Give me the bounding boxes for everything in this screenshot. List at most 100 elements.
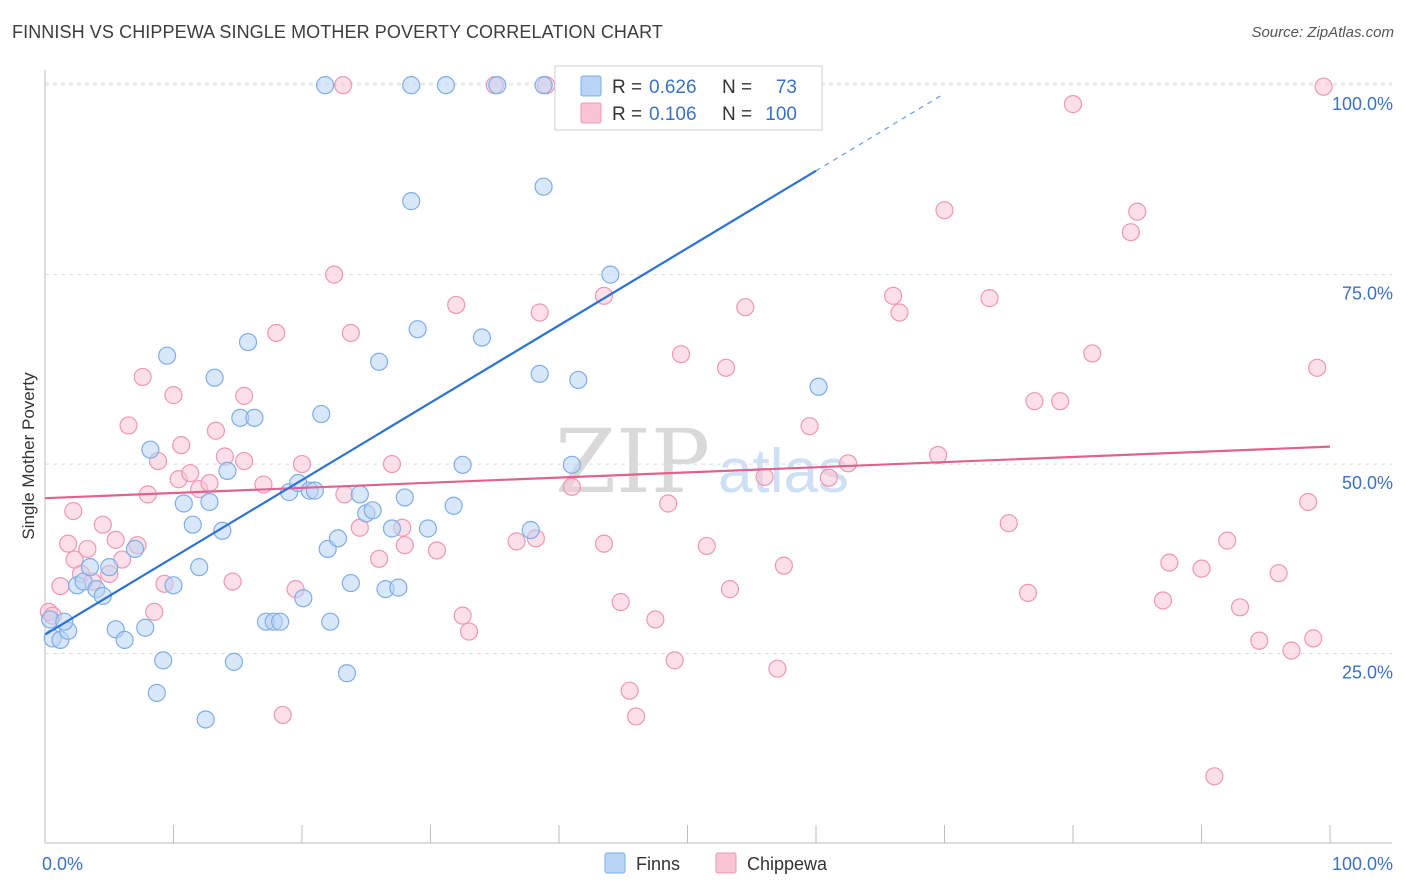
- finns-point: [395, 488, 414, 507]
- finns-point: [157, 346, 177, 365]
- finns-point: [196, 710, 215, 729]
- chippewa-point: [334, 76, 353, 95]
- finns-point: [218, 461, 237, 480]
- chippewa-point: [1250, 631, 1269, 650]
- finns-point: [337, 664, 357, 683]
- chippewa-point: [839, 454, 858, 473]
- chippewa-point: [819, 468, 838, 487]
- chippewa-point: [235, 386, 254, 405]
- x-tick-label-max: 100.0%: [1332, 854, 1393, 874]
- series-chippewa-points: [39, 76, 1333, 786]
- chippewa-point: [1018, 583, 1038, 603]
- trend-lines: [44, 92, 1331, 636]
- stats-legend: R = 0.626 N = 73 R = 0.106 N = 100: [554, 65, 823, 131]
- chippewa-point: [1314, 77, 1333, 96]
- chippewa-point: [928, 445, 948, 465]
- chippewa-point: [1128, 202, 1147, 221]
- stats-legend-chippewa-r-label: R =: [612, 104, 642, 125]
- finns-point: [809, 377, 828, 396]
- finns-point: [521, 520, 540, 540]
- y-tick-label-100: 100.0%: [1332, 94, 1393, 114]
- legend-finns-swatch: [604, 852, 626, 874]
- x-tick-labels: 0.0% 100.0%: [42, 854, 1393, 874]
- finns-trend-line-extension: [815, 92, 945, 172]
- chippewa-point: [530, 303, 549, 322]
- chippewa-point: [1160, 553, 1179, 572]
- finns-point: [569, 370, 588, 390]
- chippewa-point: [1304, 629, 1323, 648]
- chippewa-point: [1025, 392, 1044, 411]
- legend-chippewa-label: Chippewa: [747, 854, 828, 874]
- stats-legend-chippewa-r-value: 0.106: [649, 104, 697, 125]
- finns-point: [305, 481, 324, 500]
- finns-point: [183, 515, 202, 534]
- chippewa-point: [646, 610, 665, 629]
- finns-point: [224, 652, 243, 671]
- finns-point: [562, 455, 581, 474]
- chippewa-point: [1299, 492, 1318, 512]
- finns-point: [402, 76, 421, 95]
- chippewa-point: [133, 367, 152, 387]
- chippewa-point: [1192, 559, 1211, 578]
- chippewa-point: [235, 451, 254, 471]
- stats-legend-finns-n-label: N =: [722, 77, 752, 98]
- chippewa-point: [427, 541, 447, 560]
- chippewa-point: [594, 534, 614, 553]
- stats-legend-chippewa-swatch: [580, 102, 602, 124]
- chippewa-point: [1218, 531, 1237, 550]
- finns-point: [534, 76, 553, 95]
- finns-point: [341, 573, 360, 593]
- y-tick-label-50: 50.0%: [1342, 473, 1393, 493]
- chippewa-point: [106, 530, 125, 549]
- chippewa-point: [935, 201, 954, 220]
- chippewa-point: [1121, 223, 1140, 242]
- chippewa-point: [341, 323, 360, 343]
- chippewa-point: [292, 454, 312, 474]
- chippewa-point: [736, 298, 755, 317]
- legend-chippewa-swatch: [715, 852, 737, 874]
- chippewa-point: [181, 464, 200, 483]
- chippewa-point: [1205, 767, 1224, 786]
- chippewa-point: [59, 534, 78, 553]
- source-credit: Source: ZipAtlas.com: [1251, 24, 1394, 41]
- x-tick-label-min: 0.0%: [42, 854, 83, 874]
- finns-point: [328, 529, 348, 548]
- chippewa-point: [1282, 641, 1301, 660]
- chippewa-point: [459, 622, 479, 641]
- finns-point: [245, 408, 264, 427]
- chippewa-point: [671, 345, 691, 364]
- chippewa-point: [206, 421, 226, 440]
- chippewa-point: [172, 436, 191, 455]
- chippewa-point: [382, 454, 402, 474]
- chippewa-point: [223, 572, 242, 591]
- finns-point: [418, 519, 438, 538]
- chippewa-point: [697, 536, 716, 556]
- chippewa-point: [883, 286, 903, 305]
- finns-point: [238, 332, 258, 352]
- chippewa-point: [370, 549, 389, 568]
- chippewa-point: [93, 515, 112, 534]
- legend-finns-label: Finns: [636, 854, 680, 874]
- chippewa-point: [1051, 392, 1070, 411]
- chippewa-point: [78, 539, 97, 559]
- chippewa-point: [768, 659, 787, 678]
- finns-point: [125, 539, 145, 559]
- finns-point: [382, 519, 402, 538]
- finns-point: [389, 578, 408, 597]
- y-axis-label: Single Mother Poverty: [19, 372, 38, 540]
- y-tick-label-25: 25.0%: [1342, 663, 1393, 683]
- chippewa-point: [774, 556, 793, 575]
- finns-point: [154, 651, 173, 670]
- stats-legend-chippewa-n-label: N =: [722, 104, 752, 125]
- chart-title: FINNISH VS CHIPPEWA SINGLE MOTHER POVERT…: [12, 22, 664, 42]
- chippewa-point: [659, 494, 678, 513]
- y-tick-labels: 25.0% 50.0% 75.0% 100.0%: [1332, 94, 1393, 682]
- chippewa-point: [145, 602, 164, 621]
- chippewa-point: [611, 592, 630, 612]
- finns-point: [444, 496, 463, 515]
- finns-point: [115, 630, 134, 649]
- finns-point: [190, 558, 209, 577]
- chippewa-point: [716, 358, 736, 377]
- chippewa-point: [453, 606, 472, 625]
